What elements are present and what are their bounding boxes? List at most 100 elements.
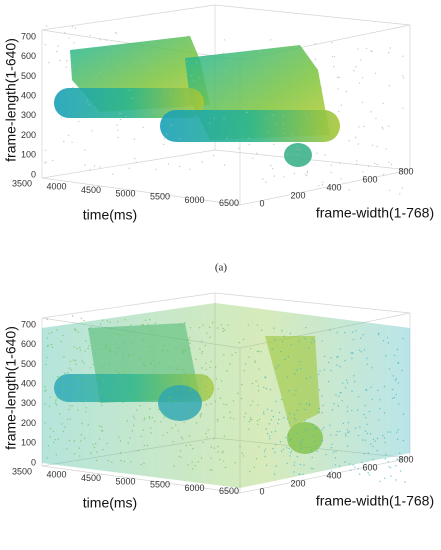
scatter-dot	[311, 423, 314, 425]
scatter-dot	[178, 165, 181, 168]
scatter-dot	[85, 411, 87, 413]
scatter-dot	[388, 368, 391, 370]
scatter-dot	[48, 332, 50, 335]
x-tick-label: 4000	[46, 470, 66, 480]
scatter-dot	[321, 395, 323, 397]
scatter-dot	[329, 424, 331, 426]
scatter-dot	[388, 125, 390, 128]
scatter-dot	[222, 327, 224, 330]
scatter-dot	[300, 87, 303, 89]
scatter-dot	[73, 346, 75, 348]
scatter-dot	[175, 424, 177, 426]
scatter-dot	[150, 432, 152, 434]
scatter-dot	[77, 331, 80, 333]
scatter-dot	[192, 468, 194, 470]
scatter-dot	[189, 409, 192, 411]
scatter-dot	[298, 473, 301, 475]
scatter-dot	[289, 332, 292, 335]
scatter-dot	[75, 330, 77, 332]
scatter-dot	[355, 330, 357, 332]
scatter-dot	[336, 431, 338, 433]
scatter-dot	[280, 398, 283, 401]
scatter-dot	[323, 355, 326, 358]
scatter-dot	[213, 447, 216, 449]
scatter-dot	[248, 428, 250, 430]
scatter-dot	[293, 417, 295, 420]
z-tick-label: 300	[21, 110, 36, 120]
scatter-dot	[373, 468, 376, 470]
scatter-dot	[223, 108, 225, 110]
scatter-dot	[379, 408, 381, 410]
scatter-dot	[196, 61, 198, 64]
scatter-dot	[58, 377, 60, 380]
scatter-dot	[265, 181, 267, 183]
scatter-dot	[346, 410, 349, 413]
scatter-dot	[56, 395, 58, 398]
scatter-dot	[389, 467, 392, 469]
scatter-dot	[256, 420, 259, 422]
scatter-dot	[186, 383, 188, 386]
scatter-dot	[117, 129, 119, 131]
scatter-dot	[363, 178, 365, 180]
scatter-dot	[293, 80, 295, 83]
scatter-dot	[232, 400, 235, 402]
scatter-dot	[268, 435, 271, 437]
scatter-dot	[296, 96, 298, 98]
x-tick-label: 3500	[12, 178, 32, 188]
scatter-dot	[377, 389, 379, 392]
scatter-dot	[64, 32, 66, 34]
scatter-dot	[264, 376, 266, 378]
scatter-dot	[242, 455, 244, 457]
scatter-dot	[63, 140, 65, 143]
scatter-dot	[333, 66, 335, 68]
scatter-dot	[340, 104, 342, 106]
scatter-dot	[175, 347, 177, 349]
scatter-dot	[366, 363, 368, 365]
scatter-dot	[401, 75, 404, 77]
scatter-dot	[283, 176, 285, 178]
scatter-dot	[79, 394, 82, 397]
box-edge	[41, 292, 216, 319]
scatter-dot	[94, 353, 97, 355]
scatter-dot	[135, 161, 137, 163]
z-tick-label: 600	[21, 339, 36, 349]
scatter-dot	[72, 86, 74, 89]
scatter-dot	[323, 369, 325, 371]
scatter-dot	[209, 469, 212, 471]
scatter-dot	[268, 423, 270, 425]
scatter-dot	[265, 387, 267, 390]
scatter-dot	[113, 48, 115, 50]
scatter-dot	[182, 349, 184, 352]
scatter-dot	[122, 401, 124, 404]
scatter-dot	[205, 58, 207, 60]
scatter-dot	[187, 94, 189, 97]
scatter-dot	[84, 350, 86, 352]
box-edge	[41, 177, 241, 206]
scatter-dot	[373, 162, 376, 164]
scatter-dot	[91, 130, 93, 132]
scatter-dot	[66, 60, 68, 62]
scatter-dot	[316, 450, 318, 452]
scatter-dot	[142, 324, 144, 326]
scatter-dot	[107, 45, 109, 47]
caption: (a)	[215, 262, 228, 274]
scatter-dot	[377, 333, 380, 336]
scatter-dot	[219, 397, 222, 399]
scatter-dot	[334, 464, 336, 466]
scatter-dot	[174, 417, 176, 420]
scatter-dot	[322, 181, 324, 183]
scatter-dot	[346, 429, 349, 431]
scatter-dot	[185, 444, 187, 447]
z-tick-label: 500	[21, 71, 36, 81]
scatter-dot	[61, 398, 63, 400]
scatter-dot	[44, 422, 46, 424]
scatter-dot	[318, 373, 320, 375]
scatter-dot	[66, 448, 68, 450]
scatter-dot	[314, 58, 317, 60]
scatter-dot	[267, 131, 269, 133]
scatter-dot	[339, 348, 341, 350]
scatter-dot	[399, 452, 401, 454]
scatter-dot	[321, 429, 323, 431]
scatter-dot	[300, 129, 302, 131]
